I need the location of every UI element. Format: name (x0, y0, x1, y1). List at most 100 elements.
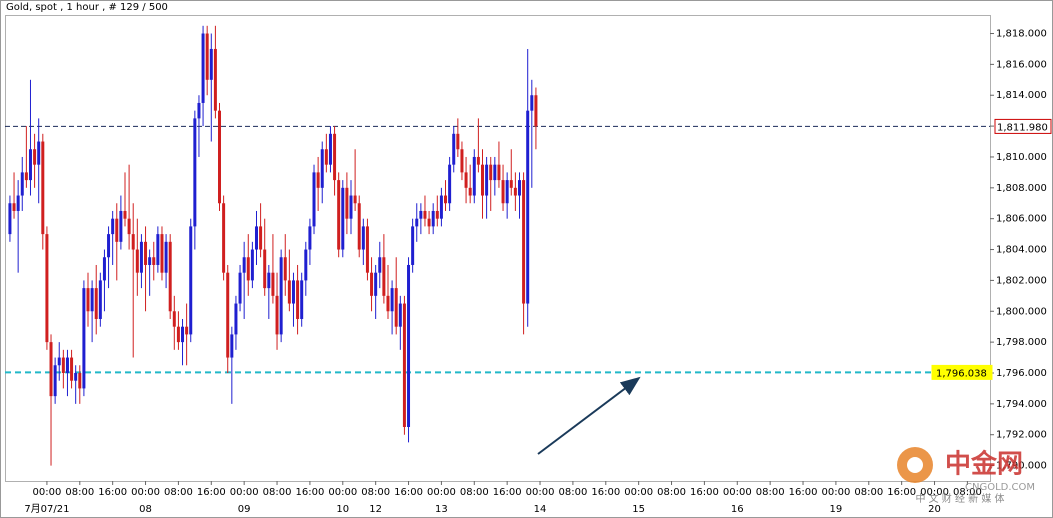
candle-body (526, 110, 530, 304)
watermark: 中金网 CNGOLD.COM 中 文 财 经 新 媒 体 (897, 447, 1035, 505)
candle-body (522, 180, 526, 304)
x-tick-label: 00:00 (33, 487, 62, 498)
y-tick-label: 1,790.000 (996, 461, 1047, 472)
candle-body (485, 164, 489, 196)
y-tick-label: 1,794.000 (996, 399, 1047, 410)
x-tick-label: 08:00 (854, 487, 883, 498)
candle-body (37, 141, 41, 165)
x-tick-label: 00:00 (624, 487, 653, 498)
candle-body (263, 249, 267, 289)
candle-body (65, 357, 69, 373)
date-label: 09 (238, 504, 251, 515)
x-tick-label: 16:00 (197, 487, 226, 498)
candle-body (435, 210, 439, 219)
y-tick-label: 1,792.000 (996, 430, 1047, 441)
y-tick-label: 1,806.000 (996, 214, 1047, 225)
candle-body (176, 326, 180, 343)
candle-body (12, 203, 16, 211)
candle-body (102, 257, 106, 281)
candle-body (275, 295, 279, 335)
candle-body (291, 280, 295, 304)
x-tick-label: 08:00 (164, 487, 193, 498)
candle-body (501, 180, 505, 204)
candle-body (513, 187, 517, 196)
candle-body (287, 280, 291, 304)
candle-body (148, 257, 152, 265)
candle-body (70, 357, 74, 381)
x-tick-label: 00:00 (427, 487, 456, 498)
y-tick-label: 1,816.000 (996, 59, 1047, 70)
y-tick-label: 1,796.000 (996, 368, 1047, 379)
candle-body (119, 210, 123, 242)
candle-body (107, 234, 111, 258)
candle-body (78, 372, 82, 389)
candle-body (374, 272, 378, 296)
date-label: 19 (830, 504, 843, 515)
y-tick-label: 1,802.000 (996, 275, 1047, 286)
x-tick-label: 08:00 (558, 487, 587, 498)
x-tick-label: 16:00 (789, 487, 818, 498)
candle-body (452, 133, 456, 165)
y-tick-label: 1,798.000 (996, 337, 1047, 348)
watermark-site: CNGOLD.COM (965, 482, 1035, 493)
plot-area (5, 15, 991, 482)
candle-body (24, 172, 28, 181)
date-label: 13 (435, 504, 448, 515)
candle-body (464, 172, 468, 188)
date-label: 12 (369, 504, 382, 515)
candle-body (530, 95, 534, 111)
candle-body (411, 226, 415, 265)
candle-body (283, 257, 287, 281)
candle-body (534, 95, 538, 127)
candle-body (370, 272, 374, 296)
candle-body (493, 164, 497, 181)
candle-body (386, 295, 390, 312)
y-tick-label: 1,810.000 (996, 152, 1047, 163)
candle-body (61, 357, 65, 373)
candle-body (205, 33, 209, 80)
y-tick-label: 1,808.000 (996, 183, 1047, 194)
x-tick-label: 00:00 (920, 487, 949, 498)
watermark-name: 中金网 (945, 449, 1023, 480)
candle-body (86, 288, 90, 312)
x-tick-label: 16:00 (493, 487, 522, 498)
price-label-box (994, 118, 1052, 134)
candle-body (234, 303, 238, 335)
candle-body (160, 234, 164, 273)
candle-body (517, 180, 521, 196)
date-label: 15 (632, 504, 645, 515)
candle-body (402, 303, 406, 427)
x-tick-label: 08:00 (657, 487, 686, 498)
x-tick-label: 00:00 (723, 487, 752, 498)
candle-body (505, 180, 509, 204)
candle-body (431, 210, 435, 227)
candle-body (419, 210, 423, 219)
candle-body (365, 226, 369, 273)
candle-body (468, 187, 472, 196)
date-label: 7月07/21 (24, 503, 69, 515)
y-tick-label: 1,800.000 (996, 306, 1047, 317)
candle-body (193, 118, 197, 227)
price-label-box (931, 364, 993, 380)
candle-body (378, 257, 382, 273)
x-tick-label: 00:00 (328, 487, 357, 498)
candle-body (472, 156, 476, 196)
candle-body (300, 280, 304, 319)
candle-body (296, 280, 300, 319)
candle-body (489, 164, 493, 181)
candle-body (222, 203, 226, 273)
price-label: 1,811.980 (997, 122, 1048, 133)
watermark-logo-inner (907, 457, 923, 473)
candle-body (341, 187, 345, 250)
candle-body (242, 257, 246, 273)
candle-body (267, 272, 271, 289)
candle-body (135, 249, 139, 273)
candle-body (320, 149, 324, 188)
candle-body (139, 241, 143, 273)
candle-body (156, 234, 160, 265)
date-label: 10 (336, 504, 349, 515)
candle-body (476, 156, 480, 165)
x-tick-label: 08:00 (361, 487, 390, 498)
candle-body (423, 210, 427, 219)
